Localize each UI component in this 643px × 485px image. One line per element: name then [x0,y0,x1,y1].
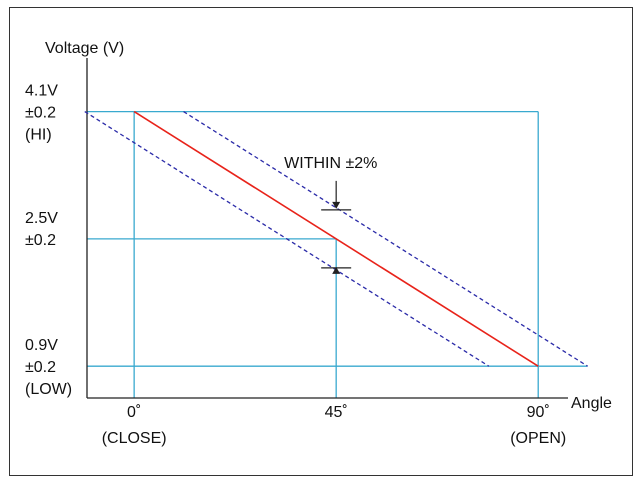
y-tick-label: (LOW) [25,381,72,398]
y-tick-label: 2.5V [25,210,58,227]
y-tick-label: 0.9V [25,337,58,354]
y-tick-label: 4.1V [25,83,58,100]
y-tick-label: ±0.2 [25,232,56,249]
y-tick-label: (HI) [25,127,52,144]
x-tick-label: 0˚ [127,404,141,421]
y-axis-title: Voltage (V) [45,40,124,57]
series-line-2 [183,111,588,367]
x-tick-label: 45˚ [325,404,348,421]
annotation-label: WITHIN ±2% [284,155,377,172]
series-line-3 [84,111,490,367]
tolerance-lower-arrow [332,266,341,274]
y-tick-label: ±0.2 [25,105,56,122]
x-tick-sublabel: (OPEN) [510,430,566,447]
y-tick-label: ±0.2 [25,359,56,376]
x-axis-title: Angle [571,395,612,412]
chart-frame [9,7,633,476]
series-line-1 [133,110,539,367]
x-tick-label: 90˚ [527,404,550,421]
annotation-arrow-head [332,201,341,209]
x-tick-sublabel: (CLOSE) [102,430,167,447]
